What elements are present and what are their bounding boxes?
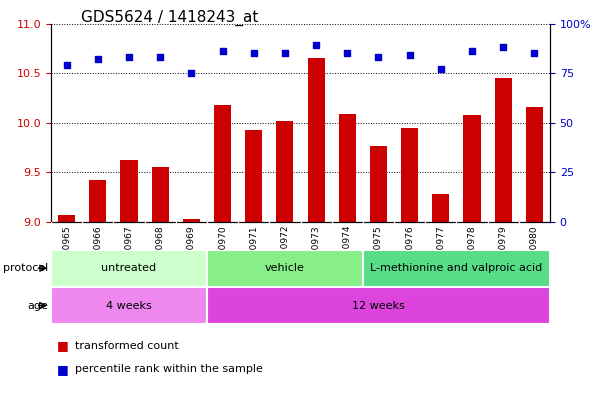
Point	[529, 50, 539, 57]
Text: percentile rank within the sample: percentile rank within the sample	[75, 364, 263, 375]
Bar	[58, 215, 75, 222]
Text: protocol: protocol	[3, 263, 48, 273]
Bar	[432, 194, 450, 222]
Bar	[370, 146, 387, 222]
Text: GSM1520970: GSM1520970	[218, 225, 227, 286]
Text: GDS5624 / 1418243_at: GDS5624 / 1418243_at	[81, 10, 258, 26]
Bar	[207, 287, 550, 324]
Text: GSM1520976: GSM1520976	[405, 225, 414, 286]
Text: vehicle: vehicle	[265, 263, 305, 273]
Text: GSM1520974: GSM1520974	[343, 225, 352, 285]
Bar	[495, 78, 511, 222]
Bar	[151, 167, 169, 222]
Bar	[463, 115, 481, 222]
Text: ■: ■	[57, 339, 69, 353]
Bar	[214, 105, 231, 222]
Bar	[51, 287, 207, 324]
Point	[218, 48, 227, 55]
Bar	[183, 219, 200, 222]
Text: GSM1520972: GSM1520972	[281, 225, 290, 285]
Text: ■: ■	[57, 363, 69, 376]
Bar	[51, 250, 207, 287]
Text: GSM1520973: GSM1520973	[311, 225, 320, 286]
Point	[62, 62, 72, 68]
Text: 4 weeks: 4 weeks	[106, 301, 152, 310]
Point	[343, 50, 352, 57]
Bar	[207, 250, 363, 287]
Point	[498, 44, 508, 51]
Bar	[526, 107, 543, 222]
Bar	[276, 121, 293, 222]
Text: transformed count: transformed count	[75, 341, 179, 351]
Point	[156, 54, 165, 61]
Bar	[401, 128, 418, 222]
Text: untreated: untreated	[102, 263, 157, 273]
Text: GSM1520975: GSM1520975	[374, 225, 383, 286]
Point	[186, 70, 196, 76]
Point	[93, 56, 103, 62]
Bar	[120, 160, 138, 222]
Text: L-methionine and valproic acid: L-methionine and valproic acid	[370, 263, 543, 273]
Bar	[363, 250, 550, 287]
Text: GSM1520969: GSM1520969	[187, 225, 196, 286]
Text: GSM1520971: GSM1520971	[249, 225, 258, 286]
Point	[436, 66, 445, 72]
Point	[124, 54, 134, 61]
Text: GSM1520968: GSM1520968	[156, 225, 165, 286]
Bar	[90, 180, 106, 222]
Text: age: age	[27, 301, 48, 310]
Bar	[339, 114, 356, 222]
Point	[249, 50, 258, 57]
Text: GSM1520966: GSM1520966	[93, 225, 102, 286]
Point	[405, 52, 415, 59]
Point	[467, 48, 477, 55]
Text: GSM1520980: GSM1520980	[530, 225, 539, 286]
Text: GSM1520965: GSM1520965	[62, 225, 71, 286]
Text: GSM1520977: GSM1520977	[436, 225, 445, 286]
Bar	[245, 130, 262, 222]
Text: GSM1520978: GSM1520978	[468, 225, 477, 286]
Text: 12 weeks: 12 weeks	[352, 301, 405, 310]
Point	[311, 42, 321, 49]
Point	[374, 54, 383, 61]
Text: GSM1520979: GSM1520979	[499, 225, 508, 286]
Point	[280, 50, 290, 57]
Text: GSM1520967: GSM1520967	[124, 225, 133, 286]
Bar	[308, 58, 325, 222]
